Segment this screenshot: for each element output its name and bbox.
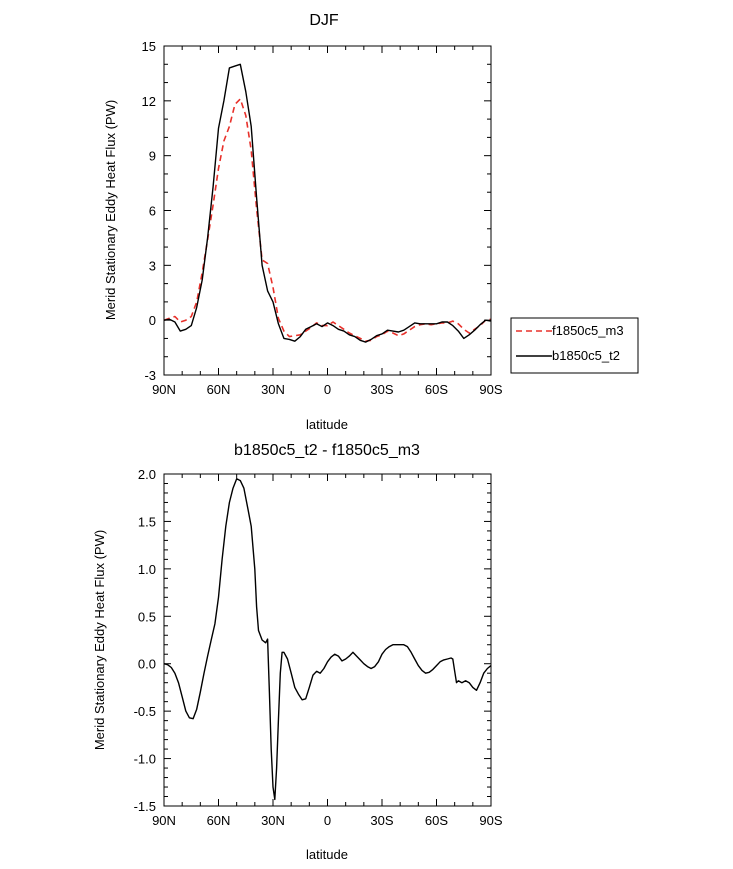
top-chart-ytick-label: 12: [142, 94, 156, 109]
legend-label-f1850c5-m3: f1850c5_m3: [552, 323, 624, 338]
top-chart-ytick-label: 15: [142, 39, 156, 54]
bottom-chart-xtick-label: 60S: [425, 813, 448, 828]
bottom-chart-ylabel: Merid Stationary Eddy Heat Flux (PW): [92, 530, 107, 750]
top-chart-xtick-label: 60N: [207, 382, 231, 397]
bottom-chart-title: b1850c5_t2 - f1850c5_m3: [234, 442, 420, 459]
top-chart-series-line-b1850c5-t2: [163, 63, 492, 343]
top-chart-ticks: 90N 60N 30N 0 30S 60S 90S -3 0 3 6 9 12 15: [142, 39, 503, 397]
bottom-chart-xtick-label: 90S: [479, 813, 502, 828]
bottom-chart-series-line-b1850c5-t2-f1850c5-m3: [163, 478, 492, 801]
top-chart-xtick-label: 90S: [479, 382, 502, 397]
bottom-chart-panel: b1850c5_t2 - f1850c5_m3 90N 60N 30N 0 30S 60S…: [92, 442, 503, 862]
top-chart-panel: DJF 90N 60N 30N 0 30S 60S 90S -3 0 3 6 9 12 15 latitu…: [103, 12, 639, 432]
top-chart-xtick-label: 0: [324, 382, 331, 397]
top-chart-series-line-f1850c5-m3: [163, 98, 492, 343]
bottom-chart-ytick-label: 1.5: [138, 514, 156, 529]
top-chart-ytick-label: 9: [149, 149, 156, 164]
top-chart-series-group: [163, 63, 492, 343]
bottom-chart-xlabel: latitude: [306, 847, 348, 862]
bottom-chart-ticks: 90N 60N 30N 0 30S 60S 90S -1.5 -1.0 -0.5 0.0 0.5 1.0…: [134, 467, 503, 828]
bottom-chart-xtick-label: 60N: [207, 813, 231, 828]
bottom-chart-plot-frame: [163, 473, 492, 807]
top-chart-xtick-label: 30N: [261, 382, 285, 397]
top-chart-title: DJF: [309, 12, 339, 29]
bottom-chart-xtick-label: 30S: [370, 813, 393, 828]
top-chart-xtick-label: 30S: [370, 382, 393, 397]
legend-label-b1850c5-t2: b1850c5_t2: [552, 348, 620, 363]
bottom-chart-ytick-label: -1.5: [134, 799, 156, 814]
top-chart-ytick-label: -3: [144, 368, 156, 383]
legend: f1850c5_m3 b1850c5_t2: [510, 317, 639, 374]
bottom-chart-ytick-label: 0.0: [138, 657, 156, 672]
top-chart-ytick-label: 0: [149, 313, 156, 328]
bottom-chart-xtick-label: 30N: [261, 813, 285, 828]
bottom-chart-ytick-label: 0.5: [138, 609, 156, 624]
bottom-chart-series-group: [163, 478, 492, 801]
top-chart-xtick-label: 90N: [152, 382, 176, 397]
top-chart-ytick-label: 3: [149, 258, 156, 273]
top-chart-xlabel: latitude: [306, 417, 348, 432]
legend-box: [510, 317, 639, 374]
bottom-chart-ytick-label: 1.0: [138, 562, 156, 577]
bottom-chart-ytick-label: -0.5: [134, 704, 156, 719]
bottom-chart-ytick-label: 2.0: [138, 467, 156, 482]
bottom-chart-xtick-label: 90N: [152, 813, 176, 828]
bottom-chart-xtick-label: 0: [324, 813, 331, 828]
top-chart-ytick-label: 6: [149, 204, 156, 219]
bottom-chart-ytick-label: -1.0: [134, 752, 156, 767]
top-chart-ylabel: Merid Stationary Eddy Heat Flux (PW): [103, 100, 118, 320]
top-chart-xtick-label: 60S: [425, 382, 448, 397]
